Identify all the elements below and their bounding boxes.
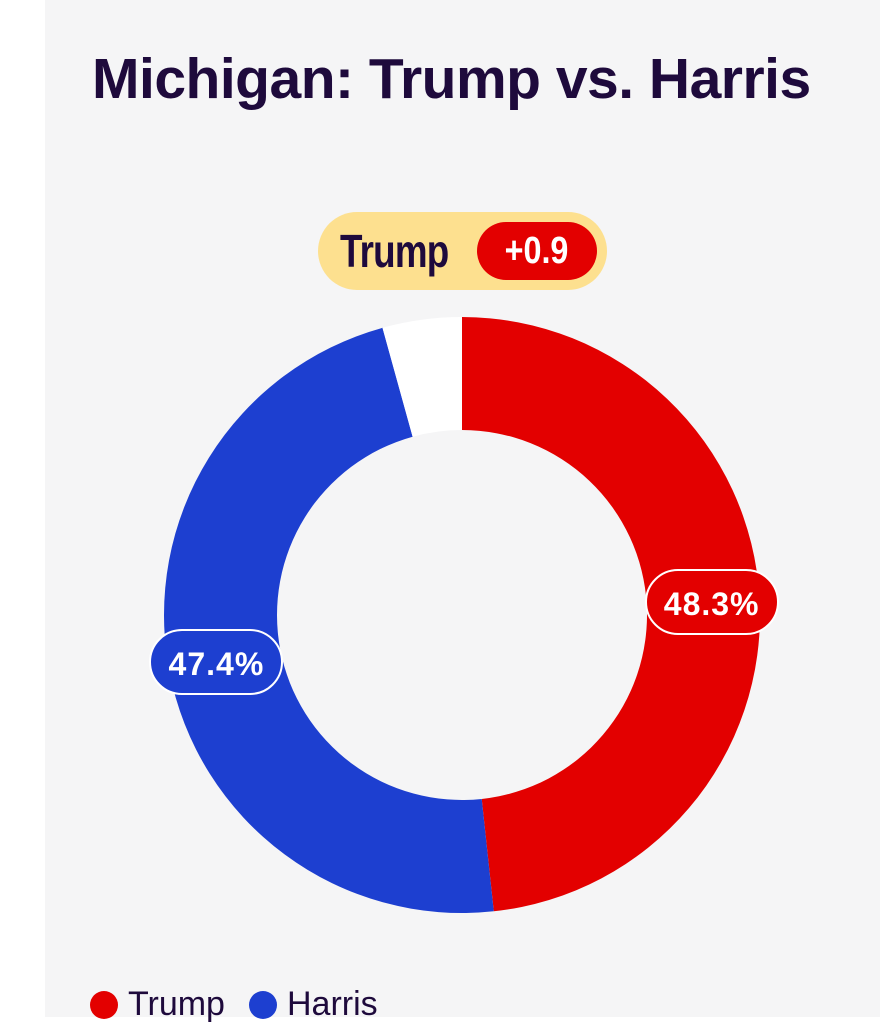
leader-name: Trump (340, 225, 449, 277)
legend-label: Trump (128, 985, 225, 1023)
leader-margin: +0.9 (477, 222, 597, 280)
leader-margin-value: +0.9 (505, 230, 569, 272)
legend: Trump Harris (90, 985, 402, 1024)
legend-item-harris: Harris (248, 985, 378, 1024)
slice-trump (462, 317, 761, 912)
legend-item-trump: Trump (90, 985, 225, 1024)
legend-dot-icon (248, 990, 277, 1019)
slice-other (382, 317, 462, 437)
legend-dot-icon (90, 990, 118, 1019)
legend-label: Harris (286, 985, 378, 1023)
leader-badge: Trump +0.9 (318, 212, 607, 290)
data-label-harris: 47.4% (149, 628, 284, 695)
chart-title: Michigan: Trump vs. Harris (92, 47, 811, 111)
slice-harris (163, 327, 494, 914)
data-label-trump: 48.3% (644, 568, 779, 635)
